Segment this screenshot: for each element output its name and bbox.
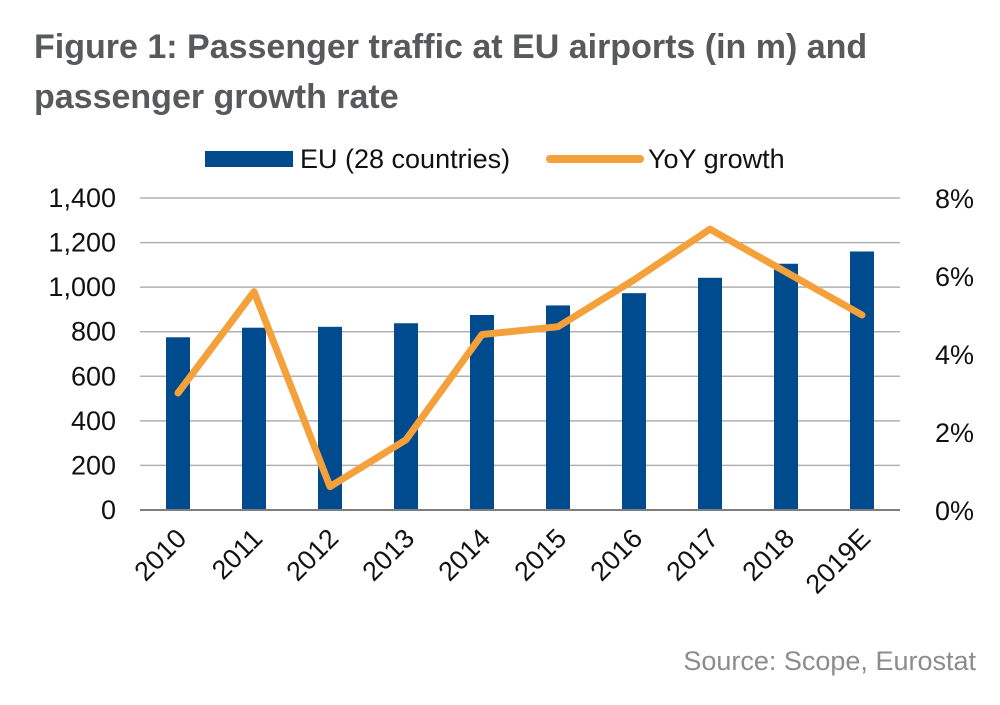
y-right-tick-label: 0%: [935, 496, 974, 526]
y-left-tick-label: 400: [71, 406, 116, 436]
bar: [166, 337, 190, 510]
y-right-tick-label: 8%: [935, 184, 974, 214]
bar: [774, 263, 798, 510]
x-tick-label: 2017: [661, 523, 725, 587]
legend-swatch-bar: [205, 151, 293, 167]
y-left-tick-label: 0: [101, 495, 116, 525]
source-note: Source: Scope, Eurostat: [683, 646, 976, 676]
bar: [698, 277, 722, 510]
bar: [394, 323, 418, 510]
bar-series: [166, 251, 874, 510]
y-left-tick-label: 800: [71, 317, 116, 347]
y-left-tick-label: 1,400: [48, 183, 116, 213]
legend: EU (28 countries) YoY growth: [205, 144, 785, 174]
bar: [850, 251, 874, 510]
y-right-tick-label: 4%: [935, 340, 974, 370]
x-tick-label: 2010: [129, 523, 193, 587]
x-tick-label: 2019E: [800, 523, 876, 599]
growth-line: [174, 225, 866, 491]
legend-label-line: YoY growth: [648, 144, 785, 174]
x-tick-label: 2014: [433, 523, 497, 587]
y-left-tick-label: 1,000: [48, 272, 116, 302]
bar: [546, 305, 570, 510]
bar: [242, 327, 266, 510]
x-tick-label: 2015: [509, 523, 573, 587]
x-tick-label: 2016: [585, 523, 649, 587]
x-tick-label: 2011: [206, 523, 268, 585]
y-left-tick-label: 200: [71, 450, 116, 480]
gridlines: [140, 197, 900, 467]
bar: [622, 293, 646, 510]
y-left-tick-label: 600: [71, 361, 116, 391]
x-tick-label: 2018: [737, 523, 801, 587]
line-series: [174, 225, 866, 491]
legend-label-bar: EU (28 countries): [300, 144, 510, 174]
y-right-tick-label: 6%: [935, 262, 974, 292]
x-tick-label: 2013: [357, 523, 421, 587]
chart-title: Figure 1: Passenger traffic at EU airpor…: [34, 28, 868, 116]
y-left-tick-label: 1,200: [48, 228, 116, 258]
y-right-tick-label: 2%: [935, 418, 974, 448]
x-tick-label: 2012: [281, 523, 345, 587]
